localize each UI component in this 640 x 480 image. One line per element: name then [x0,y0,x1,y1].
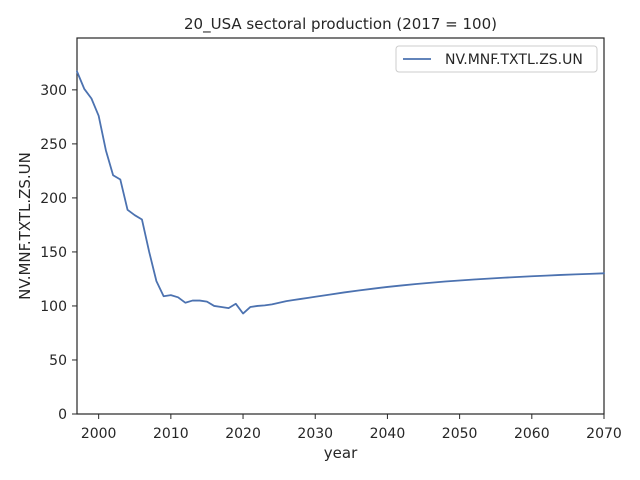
legend-label: NV.MNF.TXTL.ZS.UN [445,52,583,68]
x-axis: 2000 2010 2020 2030 2040 2050 2060 2070 [81,414,622,442]
x-tick-label: 2010 [153,426,189,442]
chart-title: 20_USA sectoral production (2017 = 100) [184,15,497,34]
x-tick-label: 2050 [442,426,478,442]
y-tick-label: 300 [40,83,67,99]
y-tick-label: 50 [49,353,67,369]
y-tick-label: 200 [40,191,67,207]
x-tick-label: 2070 [586,426,622,442]
series-line [76,70,605,315]
plot-area: 2000 2010 2020 2030 2040 2050 2060 2070 0 50 100 1… [40,37,622,442]
x-tick-label: 2040 [370,426,406,442]
legend-box [395,45,598,73]
x-tick-label: 2030 [297,426,333,442]
y-tick-label: 100 [40,299,67,315]
y-tick-label: 0 [58,407,67,423]
x-tick-label: 2000 [81,426,117,442]
y-tick-label: 250 [40,137,67,153]
x-axis-title: year [324,444,358,462]
x-tick-label: 2020 [225,426,261,442]
legend: NV.MNF.TXTL.ZS.UN [395,45,598,73]
plot-frame [76,37,605,415]
y-tick-label: 150 [40,245,67,261]
x-tick-label: 2060 [514,426,550,442]
y-axis: 0 50 100 150 200 250 300 [40,83,77,423]
y-axis-title: NV.MNF.TXTL.ZS.UN [16,152,34,300]
